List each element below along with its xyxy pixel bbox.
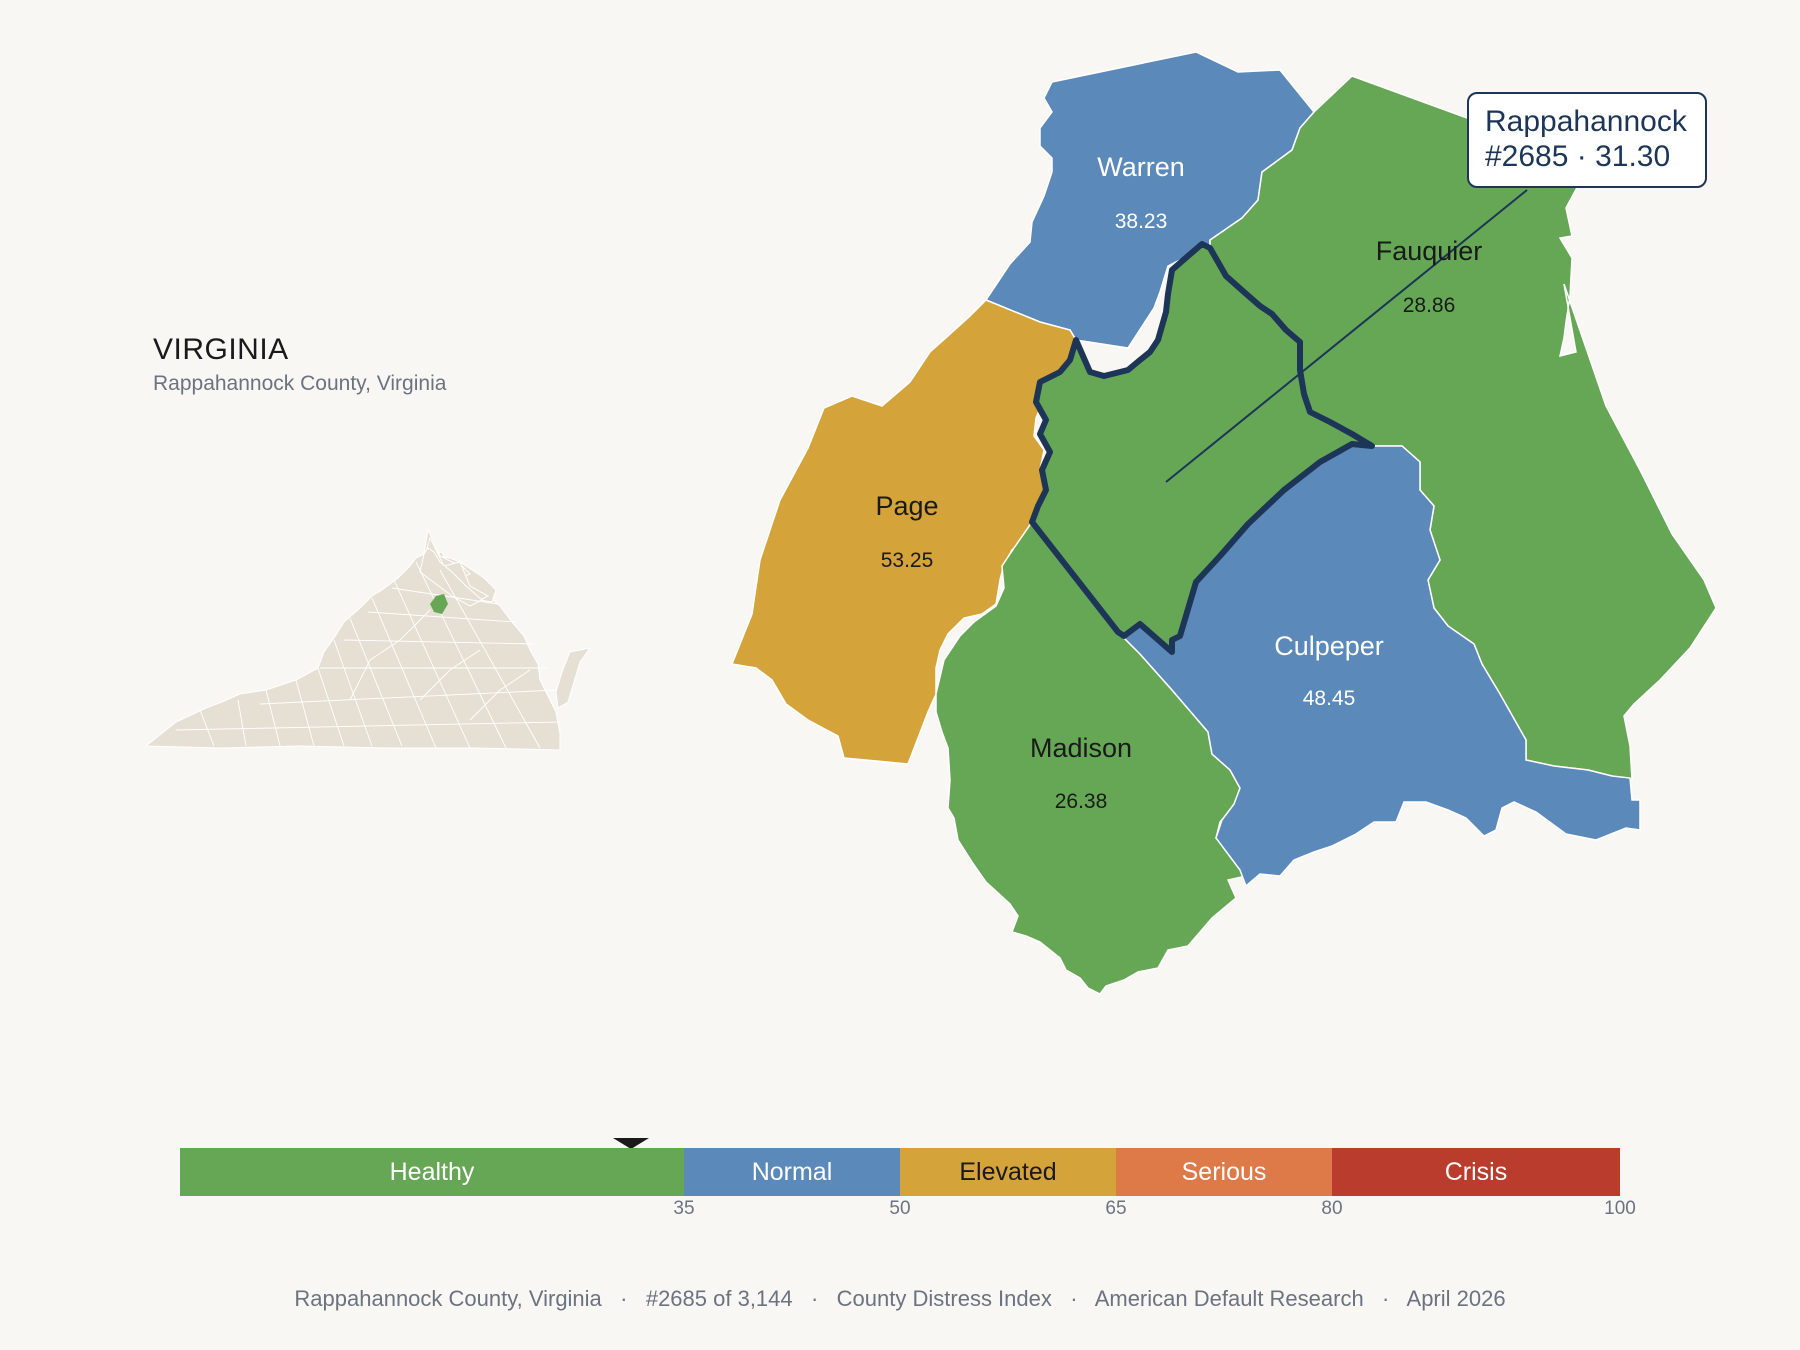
county-label-culpeper: Culpeper bbox=[1274, 631, 1384, 661]
footer-rank: #2685 of 3,144 bbox=[645, 1286, 793, 1311]
inset-rappahannock-marker bbox=[430, 594, 448, 614]
county-value-warren: 38.23 bbox=[1115, 210, 1168, 233]
county-rappahannock[interactable] bbox=[1029, 241, 1375, 655]
score-marker-icon bbox=[613, 1138, 649, 1149]
county-page[interactable] bbox=[730, 299, 1077, 765]
legend-segment-normal: Normal bbox=[684, 1148, 900, 1196]
legend-tick-50: 50 bbox=[889, 1198, 911, 1219]
county-value-page: 53.25 bbox=[881, 549, 934, 572]
state-subtitle: Rappahannock County, Virginia bbox=[153, 372, 447, 395]
legend-segment-healthy: Healthy bbox=[180, 1148, 684, 1196]
callout-rank-score: #2685 · 31.30 bbox=[1485, 140, 1671, 173]
county-value-madison: 26.38 bbox=[1055, 790, 1108, 813]
legend-tick-100: 100 bbox=[1604, 1198, 1636, 1219]
legend-segment-crisis: Crisis bbox=[1332, 1148, 1620, 1196]
virginia-state-shape bbox=[144, 541, 561, 751]
footer-county: Rappahannock County, Virginia bbox=[294, 1286, 602, 1311]
virginia-eastern-shore bbox=[555, 647, 592, 709]
footer-publisher: American Default Research bbox=[1094, 1286, 1364, 1311]
county-label-madison: Madison bbox=[1030, 733, 1132, 763]
callout-leader-line bbox=[1165, 189, 1528, 483]
state-title: VIRGINIA bbox=[153, 333, 289, 366]
county-label-page: Page bbox=[875, 491, 938, 521]
callout-county-name: Rappahannock bbox=[1485, 105, 1687, 138]
footer-index-name: County Distress Index bbox=[836, 1286, 1052, 1311]
footer-credits: Rappahannock County, Virginia · #2685 of… bbox=[294, 1286, 1506, 1311]
virginia-county-borders bbox=[175, 561, 561, 749]
legend-tick-65: 65 bbox=[1105, 1198, 1127, 1219]
footer-date: April 2026 bbox=[1406, 1286, 1506, 1311]
county-value-fauquier: 28.86 bbox=[1403, 294, 1456, 317]
county-value-culpeper: 48.45 bbox=[1303, 687, 1356, 710]
county-label-fauquier: Fauquier bbox=[1376, 236, 1483, 266]
virginia-inset-map bbox=[144, 528, 592, 751]
distress-legend: Healthy Normal Elevated Serious Crisis bbox=[180, 1148, 1620, 1196]
virginia-upper bbox=[419, 547, 483, 607]
county-callout: Rappahannock #2685 · 31.30 bbox=[1467, 92, 1707, 188]
legend-tick-35: 35 bbox=[673, 1198, 695, 1219]
legend-tick-80: 80 bbox=[1321, 1198, 1343, 1219]
legend-segment-serious: Serious bbox=[1116, 1148, 1332, 1196]
legend-segment-elevated: Elevated bbox=[900, 1148, 1116, 1196]
county-label-warren: Warren bbox=[1097, 152, 1185, 182]
